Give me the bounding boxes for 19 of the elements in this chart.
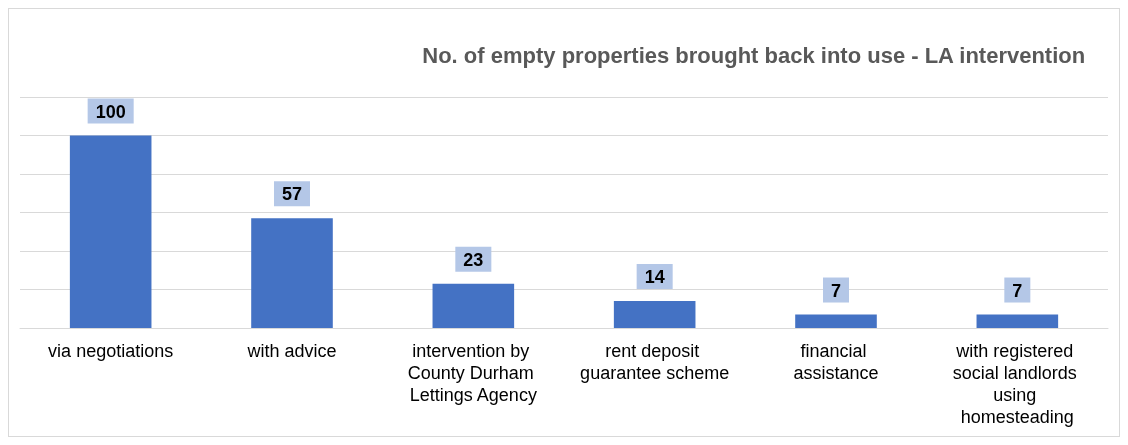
data-label: 7 xyxy=(830,280,842,301)
x-tick-label: with registered social landlords using homesteading xyxy=(952,341,1082,427)
x-tick-label: via negotiations xyxy=(48,341,174,361)
data-label: 57 xyxy=(281,184,303,205)
bar xyxy=(976,314,1059,328)
data-label: 14 xyxy=(644,267,665,288)
bar xyxy=(613,301,696,328)
bar xyxy=(432,283,515,328)
bar xyxy=(69,135,152,328)
x-tick-label: with advice xyxy=(246,341,337,361)
data-label: 100 xyxy=(95,101,126,122)
x-tick-label: intervention by County Durham Lettings Agency xyxy=(407,341,539,405)
x-tick-label: financial assistance xyxy=(793,341,879,383)
data-label: 23 xyxy=(463,249,484,270)
bar xyxy=(251,218,333,328)
chart-title: No. of empty properties brought back into use - LA intervention xyxy=(422,42,1086,68)
bar xyxy=(795,314,877,328)
x-tick-label: rent deposit guarantee scheme xyxy=(580,341,730,383)
data-label: 7 xyxy=(1012,280,1023,301)
